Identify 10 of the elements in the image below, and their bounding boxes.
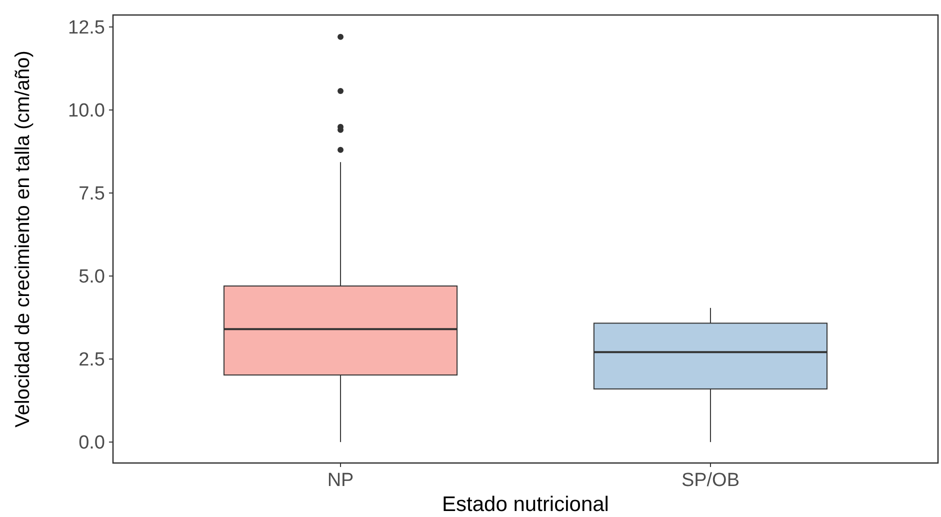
y-tick-label: 0.0	[78, 432, 105, 454]
y-tick-label: 12.5	[68, 18, 105, 39]
y-tick-label: 5.0	[78, 266, 105, 288]
y-tick-label: 7.5	[78, 184, 105, 205]
x-tick-label: SP/OB	[681, 470, 740, 491]
y-tick-label: 2.5	[78, 350, 105, 371]
y-axis-title: Velocidad de crecimiento en talla (cm/año)	[12, 50, 34, 428]
y-tick-label: 10.0	[68, 100, 105, 122]
x-axis-title: Estado nutricional	[442, 493, 609, 516]
x-tick-label: NP	[327, 470, 354, 491]
